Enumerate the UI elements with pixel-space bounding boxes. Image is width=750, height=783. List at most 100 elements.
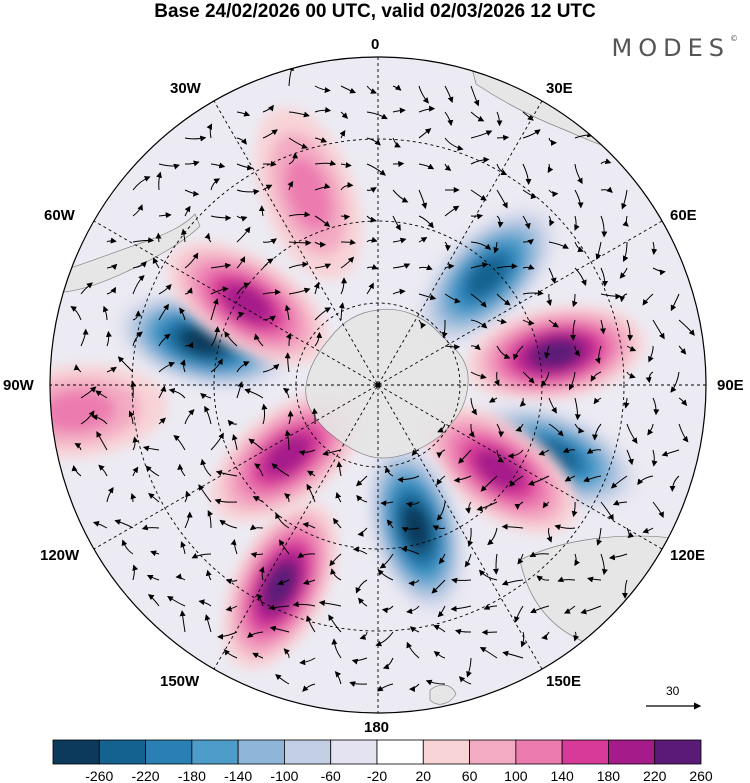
wind-vector: [210, 286, 229, 295]
wind-vector: [307, 470, 316, 477]
wind-vector: [546, 293, 552, 306]
colorbar-tick-label: -220: [132, 768, 160, 783]
wind-vector: [465, 501, 472, 514]
wind-vector: [184, 135, 207, 142]
wind-vector: [468, 423, 475, 438]
wind-vector: [340, 239, 356, 246]
wind-vector: [590, 371, 602, 382]
anomaly-pos-10: [50, 364, 168, 458]
wind-vector: [180, 541, 187, 555]
wind-vector: [519, 397, 527, 407]
wind-vector: [540, 371, 550, 387]
wind-vector: [444, 137, 464, 151]
wind-vector: [258, 566, 265, 581]
wind-vector: [179, 359, 186, 373]
wind-vector: [595, 241, 602, 260]
wind-vector: [651, 449, 658, 467]
wind-vector: [619, 293, 628, 303]
wind-vector: [223, 649, 238, 659]
wind-vector: [256, 593, 264, 607]
wind-vector: [331, 638, 342, 659]
wind-vector: [366, 187, 377, 193]
colorbar-swatch: [284, 739, 332, 765]
colorbar-swatch: [422, 739, 470, 765]
wind-vector: [418, 128, 432, 139]
colorbar-tick-label: 100: [504, 768, 528, 783]
wind-vector: [470, 293, 487, 308]
wind-vector: [379, 553, 394, 569]
wind-vector: [314, 160, 337, 166]
wind-vector: [496, 111, 503, 127]
colorbar-tick-label: -20: [367, 768, 387, 783]
wind-vector: [355, 579, 368, 594]
wind-vector: [314, 106, 332, 113]
wind-vector: [284, 304, 291, 321]
wind-vector: [214, 498, 238, 505]
colorbar-tick-label: -260: [85, 768, 113, 783]
wind-vector: [487, 527, 498, 546]
wind-vector: [418, 105, 436, 113]
south-pole-marker: [375, 382, 381, 388]
wind-vector: [514, 501, 524, 510]
wind-vector: [418, 236, 428, 243]
wind-vector: [262, 315, 276, 322]
wind-vector: [593, 397, 602, 405]
wind-vector: [409, 626, 420, 633]
wind-vector: [206, 123, 213, 139]
wind-vector: [128, 410, 135, 425]
wind-vector: [392, 237, 407, 244]
wind-vector: [236, 361, 250, 373]
wind-vector: [536, 575, 550, 582]
wind-vector: [204, 405, 212, 425]
wind-vector: [548, 215, 555, 227]
wind-vector: [114, 519, 134, 529]
wind-vector: [285, 332, 292, 347]
wind-vector: [478, 569, 498, 581]
wind-vector: [493, 241, 500, 254]
wind-vector: [444, 263, 455, 270]
wind-vector: [571, 501, 578, 518]
wind-vector: [444, 163, 452, 171]
wind-vector: [158, 303, 169, 321]
wind-vector: [678, 397, 688, 406]
wind-vector: [205, 569, 212, 581]
wind-vector: [622, 215, 629, 227]
latitude-circle-3: [131, 138, 625, 632]
wind-vector: [453, 475, 472, 484]
colorbar-tick-label: 20: [415, 768, 431, 783]
wind-vector: [432, 525, 446, 531]
antarctica: [305, 308, 469, 459]
meridian-line: [93, 220, 663, 550]
wind-vector: [340, 277, 348, 295]
wind-vector: [530, 605, 550, 614]
wind-vector: [275, 673, 290, 685]
lon-label-30w: 30W: [170, 80, 201, 97]
anomaly-contour: [50, 390, 116, 433]
wind-vector: [400, 546, 420, 555]
map-boundary: [49, 56, 707, 714]
wind-vector: [158, 417, 166, 425]
wind-vector: [418, 293, 437, 301]
wind-vector: [392, 189, 409, 203]
wind-vector: [158, 333, 171, 347]
wind-vector: [132, 176, 151, 191]
wind-vector: [210, 432, 224, 451]
wind-vector: [470, 213, 484, 220]
wind-vector: [152, 257, 160, 269]
wind-vector: [121, 539, 134, 555]
wind-vector: [626, 527, 635, 539]
wind-vector: [458, 449, 472, 464]
wind-vector: [470, 319, 488, 329]
wind-vector: [574, 241, 584, 253]
wind-vector: [522, 163, 532, 185]
wind-vector: [335, 491, 342, 503]
wind-vector: [574, 553, 581, 567]
wind-vector: [431, 579, 446, 594]
wind-vector: [355, 475, 368, 487]
wind-vector: [225, 605, 238, 612]
wind-vector: [302, 683, 316, 692]
wind-vector: [302, 579, 316, 585]
wind-vectors: [70, 64, 695, 692]
wind-vector: [548, 423, 564, 437]
